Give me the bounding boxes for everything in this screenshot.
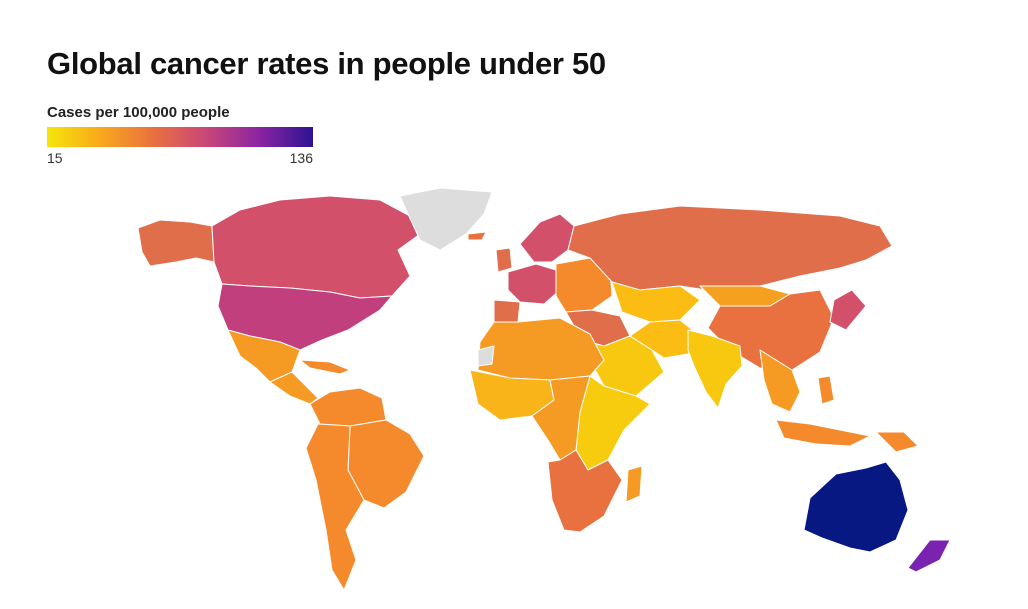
- indonesia: [775, 419, 871, 447]
- europe: [467, 213, 613, 323]
- legend-title: Cases per 100,000 people: [47, 104, 230, 121]
- africa: [469, 317, 651, 533]
- new-guinea: [875, 431, 919, 453]
- iberia: [493, 299, 521, 323]
- russia: [567, 205, 893, 293]
- north-america: [137, 187, 493, 405]
- southeast-asia: [759, 349, 801, 413]
- new-zealand: [907, 539, 951, 573]
- legend-gradient-bar: [47, 127, 313, 147]
- legend-min-label: 15: [47, 150, 63, 166]
- world-choropleth-map: [137, 187, 951, 591]
- central-asia: [611, 281, 701, 323]
- western-sahara: [477, 345, 495, 367]
- southern-africa: [547, 449, 623, 533]
- uk: [495, 247, 513, 273]
- greenland: [399, 187, 493, 251]
- korea-japan: [829, 289, 867, 331]
- iceland: [467, 231, 487, 241]
- philippines: [817, 375, 835, 405]
- south-america-north: [309, 387, 387, 427]
- alaska: [137, 219, 215, 267]
- australia: [803, 461, 909, 553]
- india: [687, 329, 743, 409]
- oceania: [803, 461, 951, 573]
- map-title: Global cancer rates in people under 50: [47, 46, 606, 81]
- canada: [211, 195, 421, 299]
- color-legend: Cases per 100,000 people 15 136: [47, 104, 317, 166]
- madagascar: [625, 465, 643, 503]
- southern-cone: [305, 423, 365, 591]
- central-america: [269, 371, 319, 405]
- legend-max-label: 136: [289, 150, 313, 166]
- central-africa: [531, 375, 591, 461]
- arabia: [581, 335, 665, 397]
- asia: [565, 205, 919, 453]
- western-europe: [507, 263, 561, 305]
- scandinavia: [519, 213, 575, 263]
- caribbean: [299, 359, 351, 375]
- south-america: [305, 387, 425, 591]
